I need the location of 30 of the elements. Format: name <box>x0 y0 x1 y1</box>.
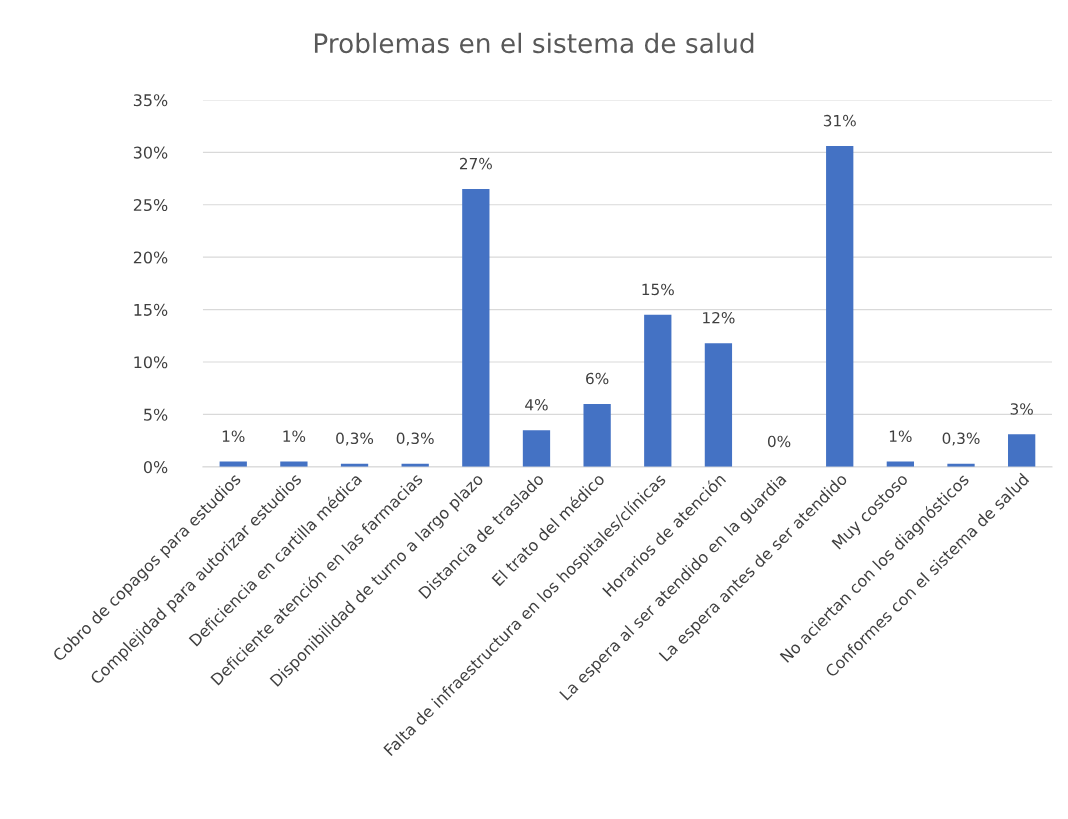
data-label: 1% <box>222 430 245 442</box>
y-tick-label: 15% <box>134 303 168 316</box>
bar <box>826 146 854 467</box>
bar <box>704 343 733 467</box>
y-tick-label: 30% <box>133 146 168 159</box>
bar <box>644 314 672 467</box>
bar <box>462 189 490 467</box>
bar <box>1008 434 1036 467</box>
bar <box>522 430 551 467</box>
data-label: 0,3% <box>396 432 434 446</box>
data-label: 15% <box>642 283 674 296</box>
data-label: 1% <box>283 430 306 442</box>
y-tick-label: 5% <box>144 408 168 421</box>
data-label: 0,3% <box>336 432 374 446</box>
y-tick-label: 0% <box>143 461 168 474</box>
data-label: 4% <box>525 398 548 411</box>
y-tick-label: 35% <box>133 94 168 107</box>
chart-title: Problemas en el sistema de salud <box>314 32 754 54</box>
y-tick-label: 25% <box>133 198 168 212</box>
data-label: 3% <box>1010 403 1033 415</box>
data-label: 27% <box>459 157 492 170</box>
y-tick-label: 10% <box>134 356 168 369</box>
y-tick-label: 20% <box>133 251 168 264</box>
data-label: 0,3% <box>942 432 980 446</box>
data-label: 1% <box>889 430 912 442</box>
data-label: 6% <box>586 372 609 385</box>
data-label: 12% <box>703 311 735 324</box>
bar <box>583 403 611 467</box>
data-label: 31% <box>823 114 856 127</box>
data-label: 0% <box>767 435 791 448</box>
